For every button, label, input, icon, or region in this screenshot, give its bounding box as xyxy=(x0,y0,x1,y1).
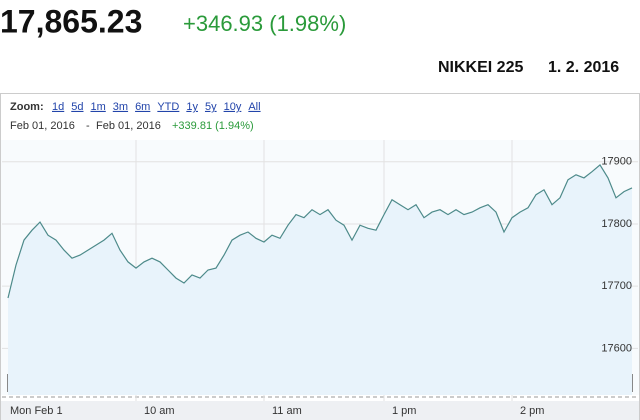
zoom-option[interactable]: 3m xyxy=(113,101,128,113)
change: +346.93 (1.98%) xyxy=(183,11,346,36)
x-tick-label: 10 am xyxy=(144,405,175,417)
x-tick-label: 1 pm xyxy=(392,405,416,417)
y-tick-label: 17600 xyxy=(601,342,632,354)
x-tick-label: 2 pm xyxy=(520,405,544,417)
zoom-option[interactable]: 10y xyxy=(224,101,242,113)
zoom-option[interactable]: 5d xyxy=(71,101,83,113)
index-name: NIKKEI 225 xyxy=(438,59,523,76)
zoom-option[interactable]: YTD xyxy=(157,101,179,113)
zoom-option[interactable]: All xyxy=(248,101,260,113)
y-tick-label: 17700 xyxy=(601,280,632,292)
range-sep: - xyxy=(86,120,90,132)
price-line xyxy=(7,163,633,299)
range-to: Feb 01, 2016 xyxy=(96,120,161,132)
range-change: +339.81 (1.94%) xyxy=(172,120,254,132)
x-tick-label: 11 am xyxy=(272,405,302,417)
x-axis-strip xyxy=(1,401,639,420)
x-tick-label: Mon Feb 1 xyxy=(10,405,63,417)
date: 1. 2. 2016 xyxy=(548,59,619,76)
price: 17,865.23 xyxy=(0,3,142,39)
zoom-option[interactable]: 6m xyxy=(135,101,150,113)
area-fill xyxy=(8,164,632,395)
y-tick-label: 17800 xyxy=(601,218,632,230)
zoom-option[interactable]: 1y xyxy=(186,101,198,113)
zoom-option[interactable]: 1d xyxy=(52,101,64,113)
zoom-label: Zoom: xyxy=(10,101,44,113)
zoom-option[interactable]: 1m xyxy=(91,101,106,113)
zoom-option[interactable]: 5y xyxy=(205,101,217,113)
y-tick-label: 17900 xyxy=(601,156,632,168)
range-from: Feb 01, 2016 xyxy=(10,120,75,132)
